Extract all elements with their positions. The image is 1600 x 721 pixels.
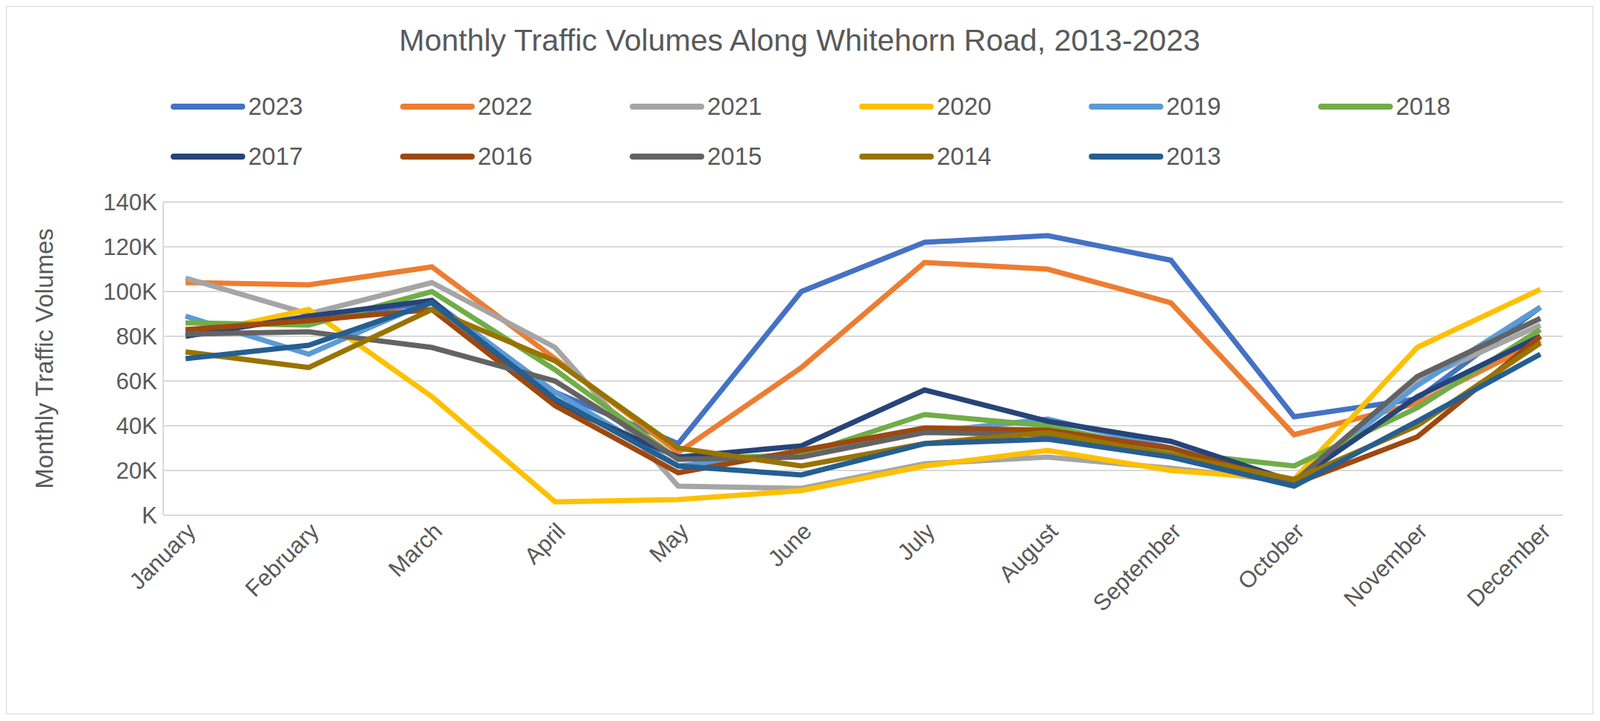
svg-text:March: March — [383, 517, 448, 583]
svg-text:20K: 20K — [116, 457, 158, 484]
svg-text:June: June — [763, 517, 817, 572]
svg-text:140K: 140K — [103, 189, 158, 216]
svg-text:September: September — [1088, 517, 1187, 617]
svg-text:40K: 40K — [116, 412, 158, 439]
svg-text:100K: 100K — [103, 278, 158, 305]
html-text:2020: 2020 — [936, 92, 992, 120]
html-text:2014: 2014 — [936, 141, 992, 170]
svg-text:K: K — [141, 502, 158, 529]
html-text:2016: 2016 — [477, 141, 533, 170]
html-text:2021: 2021 — [707, 92, 762, 120]
svg-text:November: November — [1338, 517, 1433, 612]
svg-text:October: October — [1232, 517, 1310, 595]
html-text:2023: 2023 — [248, 92, 303, 120]
html-text:Monthly Traffic Volumes Along: Monthly Traffic Volumes Along Whitehorn … — [399, 23, 1201, 58]
svg-text:Monthly Traffic Volumes: Monthly Traffic Volumes — [30, 228, 59, 489]
svg-text:120K: 120K — [103, 234, 158, 261]
svg-text:80K: 80K — [116, 323, 158, 350]
svg-text:February: February — [239, 517, 325, 602]
svg-text:December: December — [1462, 517, 1557, 612]
html-text:2013: 2013 — [1166, 141, 1221, 170]
svg-text:January: January — [124, 517, 202, 594]
html-text:2019: 2019 — [1166, 92, 1221, 120]
svg-text:July: July — [892, 517, 940, 565]
html-text:2022: 2022 — [477, 92, 533, 120]
svg-text:May: May — [643, 517, 694, 568]
html-text:2018: 2018 — [1395, 92, 1451, 120]
svg-text:60K: 60K — [116, 368, 158, 395]
svg-text:April: April — [519, 517, 571, 570]
html-text:2017: 2017 — [248, 141, 303, 170]
html-text:2015: 2015 — [707, 141, 762, 170]
svg-text:August: August — [993, 517, 1063, 587]
